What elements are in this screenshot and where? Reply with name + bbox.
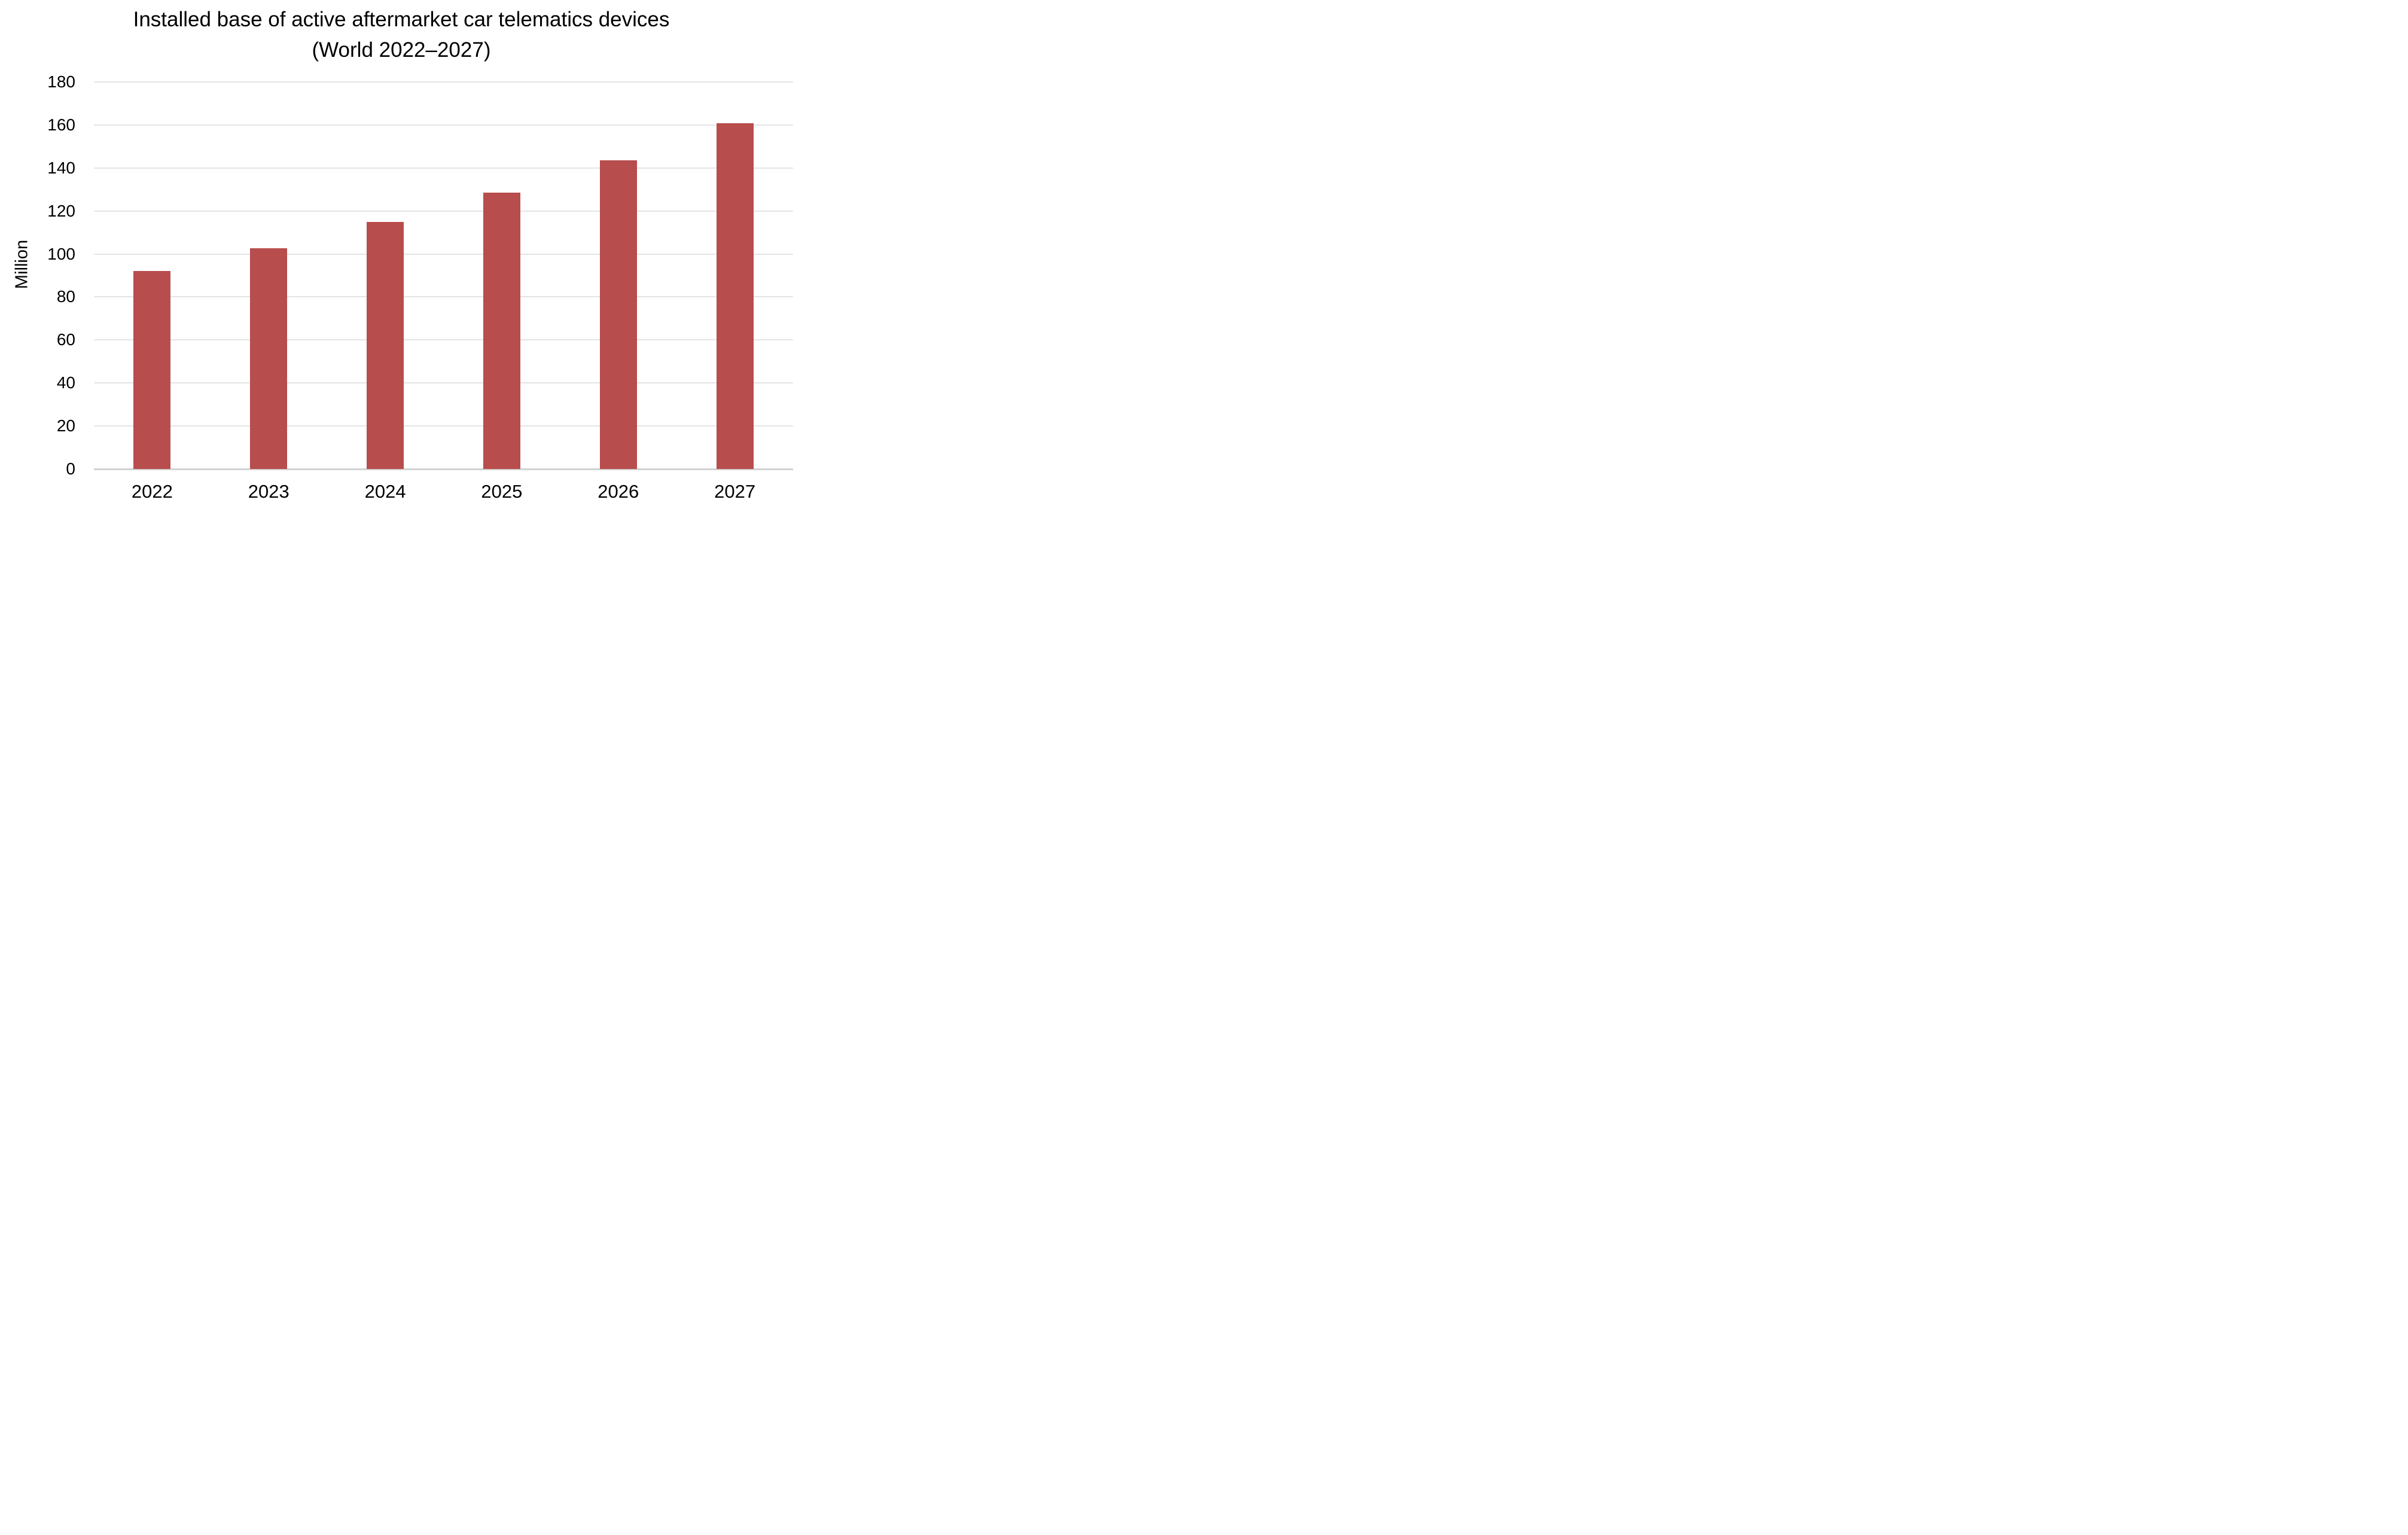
x-tick-label: 2023 — [248, 481, 289, 502]
y-tick-label: 180 — [47, 72, 75, 91]
chart-title: Installed base of active aftermarket car… — [0, 5, 803, 66]
bar-2025 — [483, 193, 520, 469]
y-tick-label: 80 — [56, 287, 75, 306]
gridline — [94, 253, 793, 255]
gridline — [94, 210, 793, 212]
y-tick-label: 20 — [56, 416, 75, 435]
y-tick-label: 120 — [47, 201, 75, 220]
gridline — [94, 296, 793, 298]
x-tick-label: 2022 — [131, 481, 173, 502]
gridline — [94, 167, 793, 169]
y-tick-label: 40 — [56, 373, 75, 392]
bar-2023 — [250, 248, 288, 469]
bar-2027 — [716, 123, 754, 469]
y-tick-label: 60 — [56, 330, 75, 349]
gridline — [94, 124, 793, 126]
y-tick-label: 100 — [47, 244, 75, 263]
y-tick-label: 160 — [47, 115, 75, 134]
y-tick-label: 0 — [66, 459, 75, 478]
gridline — [94, 382, 793, 384]
bar-2024 — [367, 221, 404, 469]
x-tick-label: 2025 — [481, 481, 523, 502]
x-tick-label: 2026 — [598, 481, 639, 502]
x-tick-label: 2024 — [364, 481, 406, 502]
x-axis-line — [94, 468, 793, 470]
bar-2026 — [599, 160, 637, 469]
gridline — [94, 425, 793, 427]
gridline — [94, 339, 793, 341]
chart-title-text: Installed base of active aftermarket car… — [133, 8, 670, 62]
gridline — [94, 81, 793, 83]
y-tick-label: 140 — [47, 158, 75, 177]
chart-canvas: Installed base of active aftermarket car… — [0, 0, 803, 511]
y-axis-label: Million — [12, 239, 32, 290]
x-tick-label: 2027 — [714, 481, 756, 502]
bar-2022 — [133, 270, 171, 469]
